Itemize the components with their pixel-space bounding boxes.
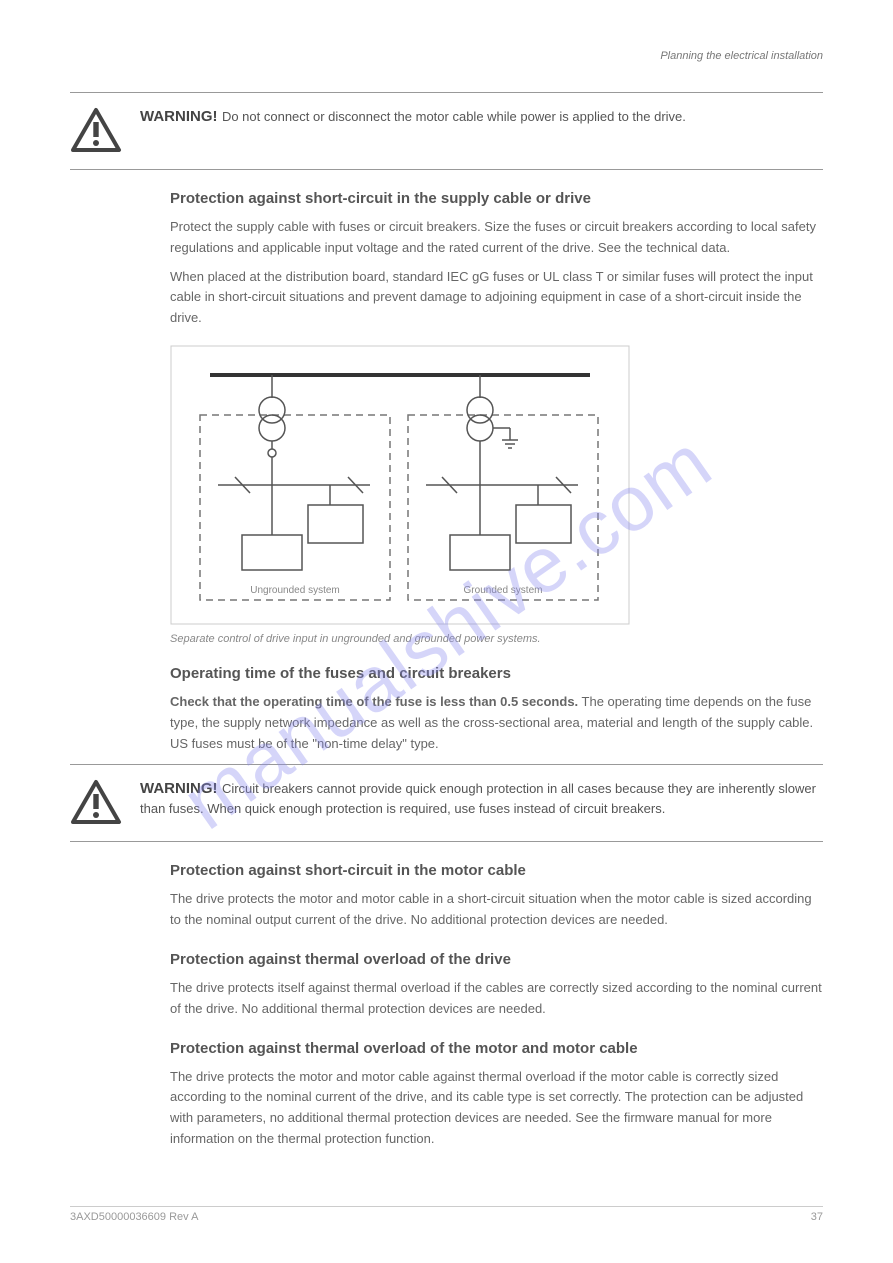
warning-block-1: WARNING! Do not connect or disconnect th… <box>70 92 823 170</box>
footer-right: 37 <box>811 1211 823 1223</box>
section-heading: Protection against thermal overload of t… <box>170 1040 823 1057</box>
section-heading: Protection against short-circuit in the … <box>170 862 823 879</box>
figure-label-left: Ungrounded system <box>250 585 340 596</box>
warning-icon <box>70 107 122 153</box>
section-heading: Protection against short-circuit in the … <box>170 190 823 207</box>
warning-title: WARNING! <box>140 108 218 125</box>
warning-body: Circuit breakers cannot provide quick en… <box>140 781 816 816</box>
paragraph: The drive protects itself against therma… <box>170 978 823 1020</box>
strong-text: Check that the operating time of the fus… <box>170 694 578 709</box>
paragraph: When placed at the distribution board, s… <box>170 267 823 329</box>
figure-caption: Separate control of drive input in ungro… <box>170 633 630 645</box>
warning-text-1: WARNING! Do not connect or disconnect th… <box>140 107 823 127</box>
paragraph: The drive protects the motor and motor c… <box>170 889 823 931</box>
warning-block-2: WARNING! Circuit breakers cannot provide… <box>70 764 823 842</box>
footer-left: 3AXD50000036609 Rev A <box>70 1211 198 1223</box>
divider <box>70 841 823 842</box>
warning-icon <box>70 779 122 825</box>
figure-diagram: Ungrounded system Grounded system Separa… <box>170 345 630 645</box>
section-heading: Protection against thermal overload of t… <box>170 951 823 968</box>
header-right-text: Planning the electrical installation <box>70 50 823 62</box>
divider <box>70 169 823 170</box>
paragraph: Check that the operating time of the fus… <box>170 692 823 754</box>
warning-text-2: WARNING! Circuit breakers cannot provide… <box>140 779 823 818</box>
divider <box>70 1206 823 1207</box>
paragraph: Protect the supply cable with fuses or c… <box>170 217 823 259</box>
warning-body: Do not connect or disconnect the motor c… <box>222 109 686 124</box>
section-heading: Operating time of the fuses and circuit … <box>170 665 823 682</box>
paragraph: The drive protects the motor and motor c… <box>170 1067 823 1150</box>
figure-label-right: Grounded system <box>464 585 543 596</box>
warning-title: WARNING! <box>140 780 218 797</box>
page-footer: 3AXD50000036609 Rev A 37 <box>70 1206 823 1223</box>
